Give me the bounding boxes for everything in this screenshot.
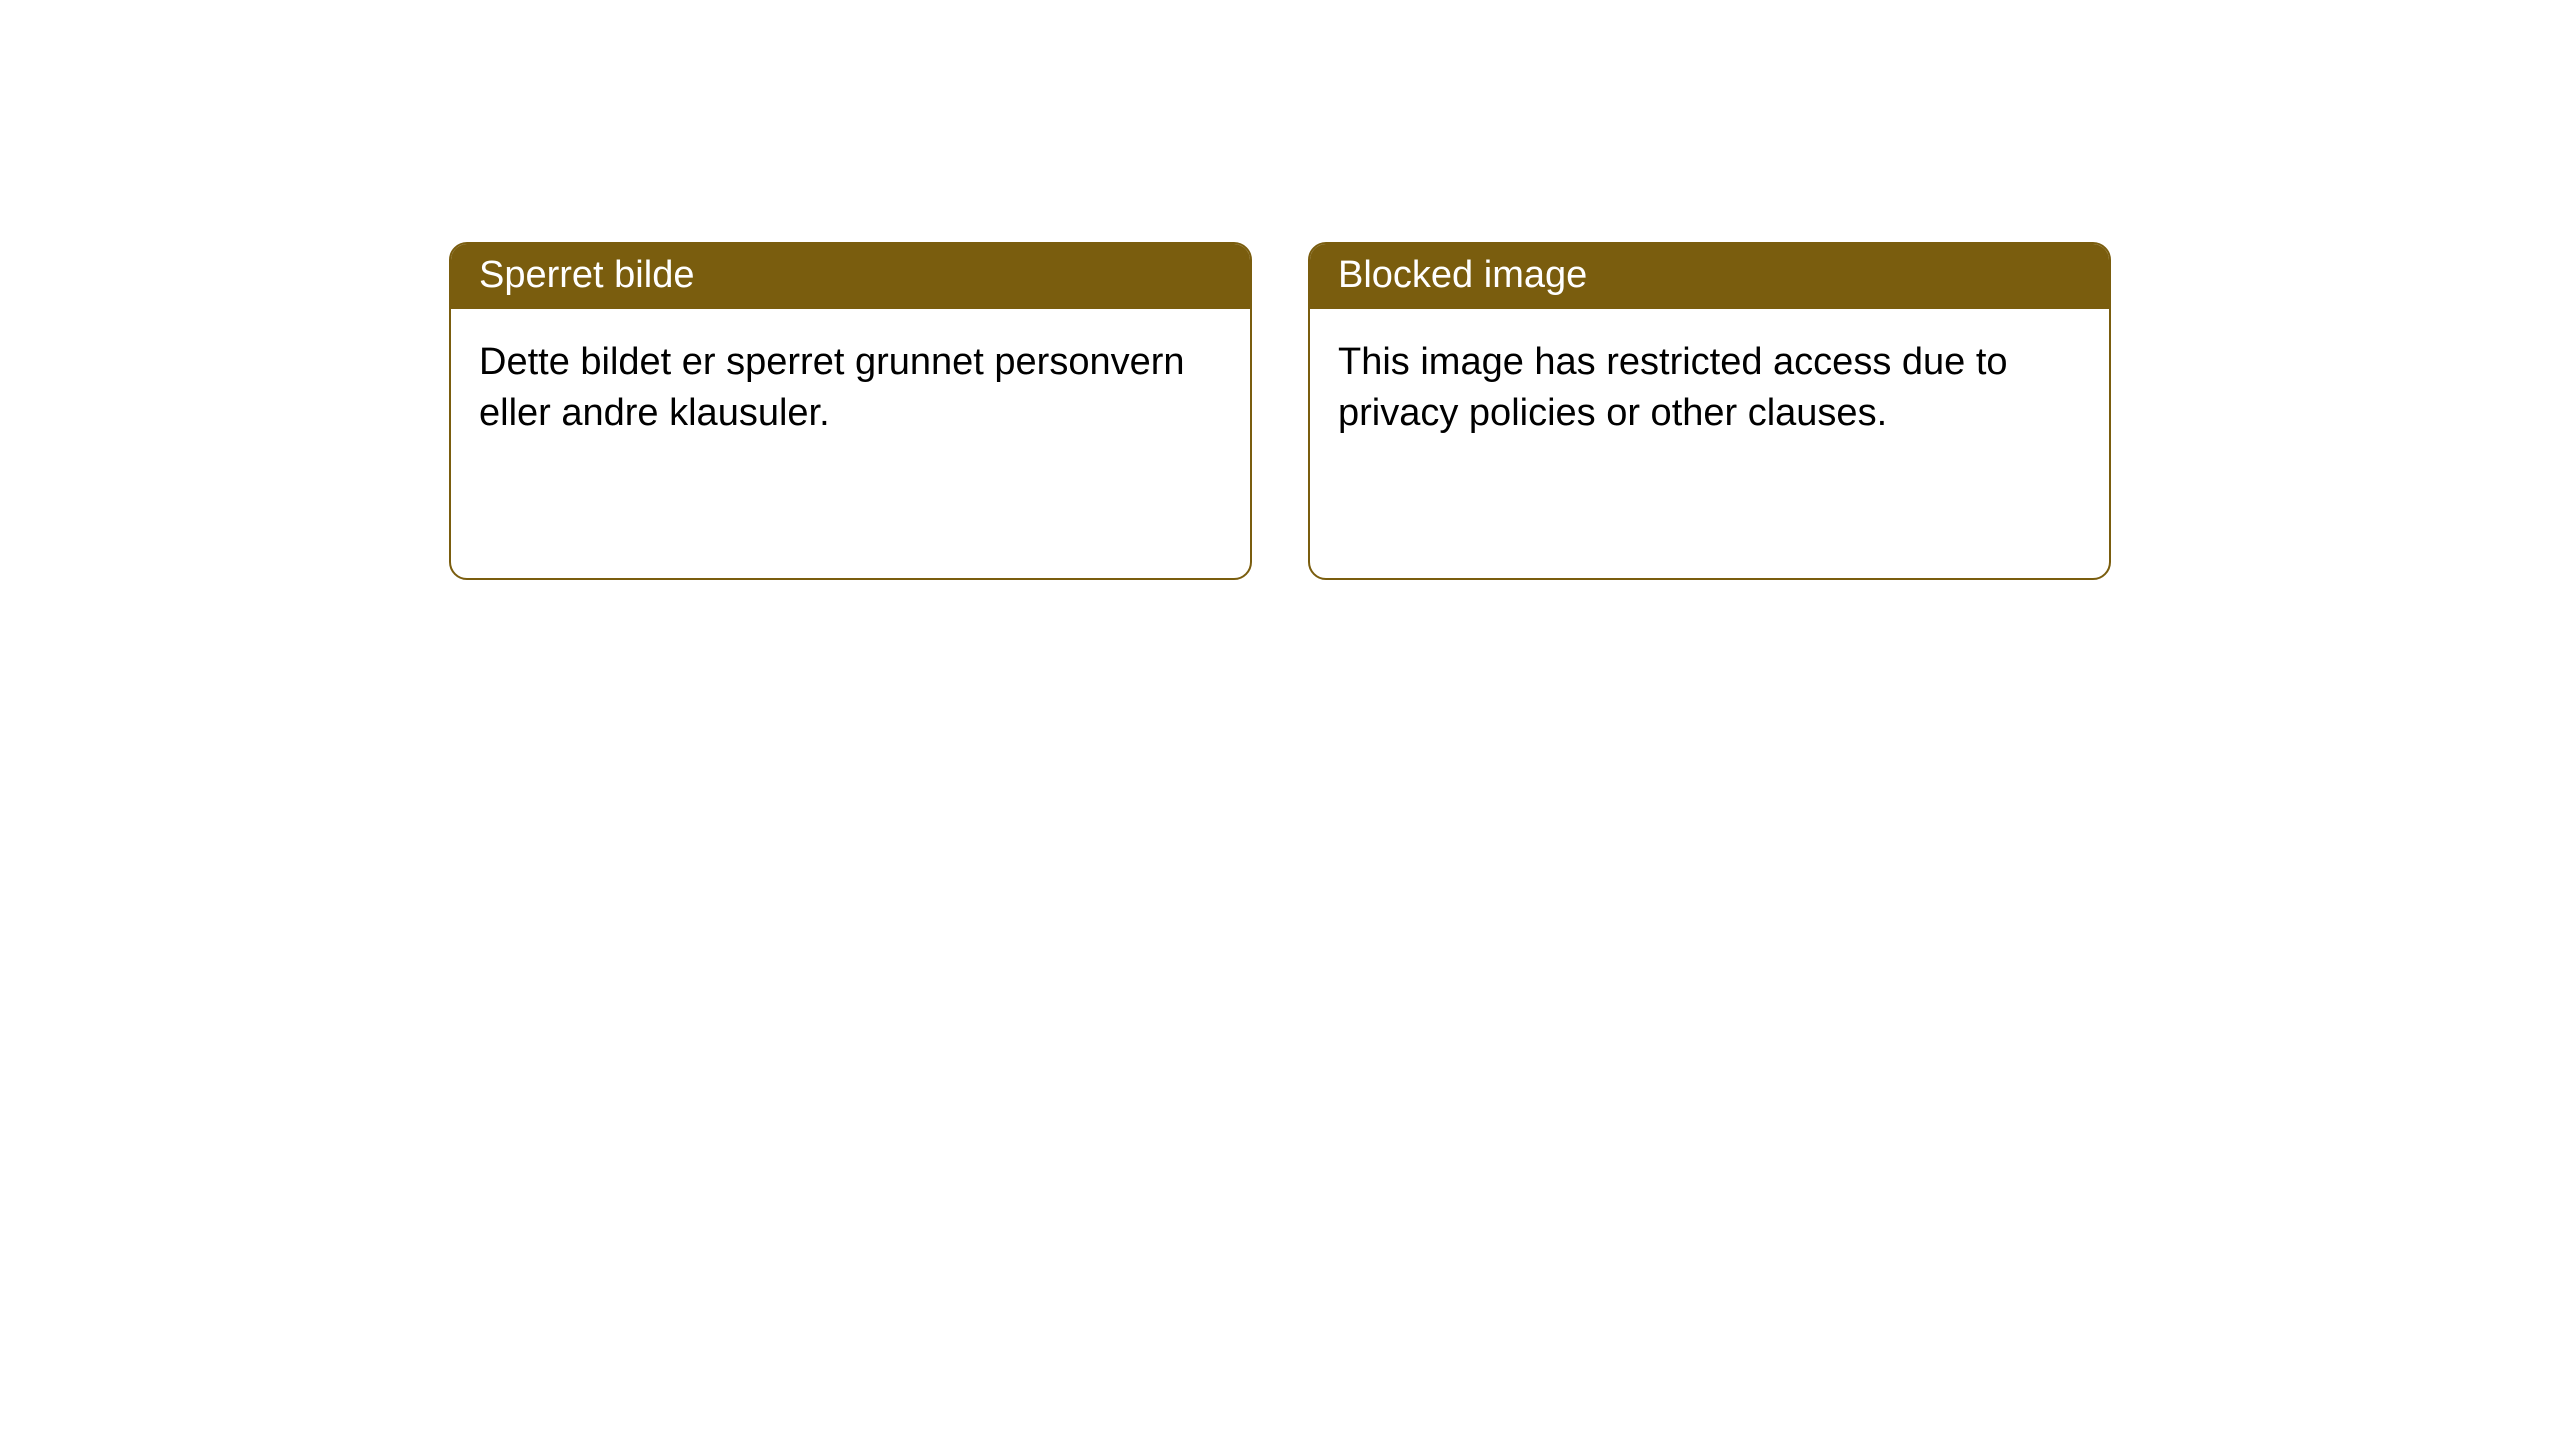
notice-cards-container: Sperret bilde Dette bildet er sperret gr… — [0, 0, 2560, 580]
notice-card-norwegian: Sperret bilde Dette bildet er sperret gr… — [449, 242, 1252, 580]
notice-body: Dette bildet er sperret grunnet personve… — [451, 309, 1250, 468]
notice-title: Sperret bilde — [451, 244, 1250, 309]
notice-card-english: Blocked image This image has restricted … — [1308, 242, 2111, 580]
notice-title: Blocked image — [1310, 244, 2109, 309]
notice-body: This image has restricted access due to … — [1310, 309, 2109, 468]
